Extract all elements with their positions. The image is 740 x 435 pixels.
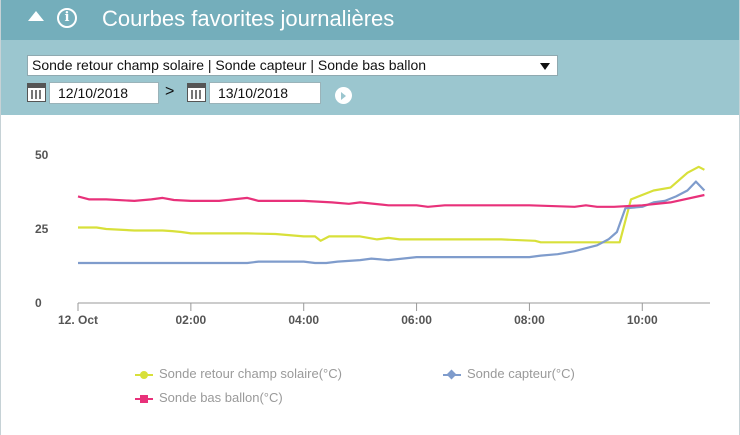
date-to-field[interactable]: 13/10/2018: [209, 82, 321, 104]
date-from-field[interactable]: 12/10/2018: [49, 82, 159, 104]
y-tick-label: 50: [35, 148, 49, 162]
series-solar-return-line[interactable]: [78, 165, 705, 244]
calendar-to-icon[interactable]: [187, 83, 206, 102]
legend-item-sensor[interactable]: Sonde capteur(°C): [443, 366, 575, 381]
calendar-from-icon[interactable]: [27, 83, 46, 102]
x-tick-label: 10:00: [627, 313, 658, 325]
x-tick-label: 04:00: [288, 313, 319, 325]
collapse-triangle-icon[interactable]: [28, 11, 44, 21]
panel-header: i Courbes favorites journalières: [1, 0, 739, 40]
y-tick-label: 0: [35, 296, 42, 310]
series-layer: [77, 165, 706, 265]
legend-item-tank-bottom[interactable]: Sonde bas ballon(°C): [135, 390, 283, 405]
info-icon[interactable]: i: [57, 8, 77, 28]
legend-label: Sonde retour champ solaire(°C): [159, 366, 342, 381]
x-tick-label: 08:00: [514, 313, 545, 325]
legend-marker-icon: [443, 369, 461, 380]
x-tick-label: 06:00: [401, 313, 432, 325]
legend-item-solar-return[interactable]: Sonde retour champ solaire(°C): [135, 366, 342, 381]
daily-curves-chart: 0 25 50 12. Oct 02:00 04:00 06:00 08:00 10:00: [35, 148, 710, 325]
y-tick-label: 25: [35, 222, 49, 236]
legend-label: Sonde bas ballon(°C): [159, 390, 283, 405]
curves-select[interactable]: Sonde retour champ solaire | Sonde capte…: [27, 55, 558, 76]
x-axis: 12. Oct 02:00 04:00 06:00 08:00 10:00: [58, 303, 658, 325]
series-tank-bottom-line[interactable]: [77, 193, 705, 208]
curves-select-value: Sonde retour champ solaire | Sonde capte…: [32, 57, 427, 73]
legend-label: Sonde capteur(°C): [467, 366, 575, 381]
x-tick-label: 12. Oct: [58, 313, 98, 325]
panel-title: Courbes favorites journalières: [102, 6, 395, 31]
x-tick-label: 02:00: [176, 313, 207, 325]
legend-marker-icon: [135, 370, 153, 380]
series-sensor-line[interactable]: [78, 180, 706, 265]
date-range-separator: >: [165, 83, 175, 100]
legend-marker-icon: [135, 394, 153, 404]
filter-toolbar: Sonde retour champ solaire | Sonde capte…: [1, 40, 739, 115]
dropdown-arrow-icon: [540, 63, 550, 70]
apply-arrow-button[interactable]: [335, 87, 352, 104]
y-axis: 0 25 50: [35, 148, 49, 310]
